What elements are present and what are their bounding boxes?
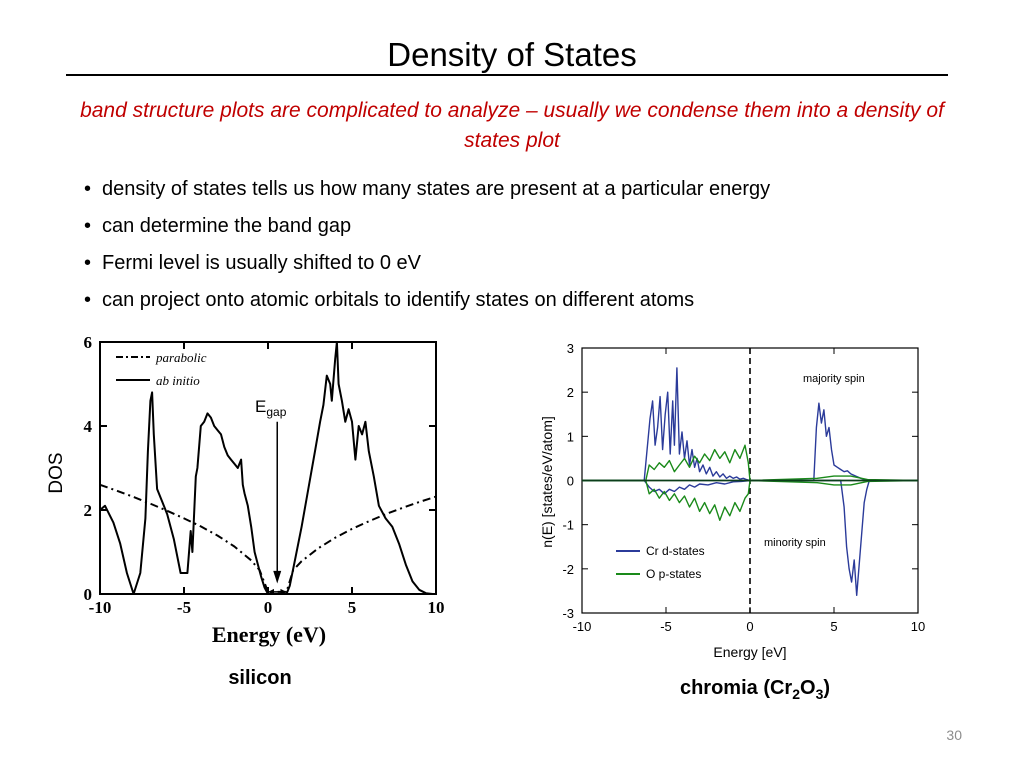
silicon-x-tick-label: -10 (89, 598, 112, 617)
chromia-x-tick-label: 10 (911, 619, 925, 634)
slide-subtitle: band structure plots are complicated to … (80, 99, 944, 152)
legend-label-ab-initio: ab initio (156, 373, 200, 388)
chromia-xlabel: Energy [eV] (713, 644, 786, 660)
bullet-item: can determine the band gap (84, 213, 770, 250)
silicon-ylabel: DOS (46, 452, 67, 493)
bullet-list: density of states tells us how many stat… (84, 176, 770, 324)
chromia-caption-end: ) (823, 677, 831, 699)
chromia-y-tick-label: -1 (562, 518, 574, 533)
bullet-item: can project onto atomic orbitals to iden… (84, 287, 770, 324)
chromia-x-tick-label: 5 (830, 619, 837, 634)
bullet-item: density of states tells us how many stat… (84, 176, 770, 213)
chromia-caption-sub1: 2 (792, 686, 800, 702)
chromia-x-tick-label: 0 (746, 619, 753, 634)
silicon-x-tick-label: 5 (348, 598, 357, 617)
legend-label-cr-d-states: Cr d-states (646, 544, 705, 558)
chromia-cr-d-majority-line (582, 367, 918, 482)
silicon-y-tick-label: 6 (84, 333, 93, 352)
chromia-y-tick-label: 3 (567, 341, 574, 356)
legend-label-o-p-states: O p-states (646, 567, 701, 581)
title-underline (66, 74, 948, 76)
page-number: 30 (946, 727, 962, 743)
silicon-xlabel: Energy (eV) (212, 622, 326, 647)
majority-spin-label: majority spin (803, 373, 865, 385)
legend-label-parabolic: parabolic (155, 350, 207, 365)
silicon-y-tick-label: 2 (84, 501, 93, 520)
silicon-y-tick-label: 0 (84, 585, 93, 604)
silicon-y-tick-label: 4 (84, 417, 93, 436)
chromia-y-tick-label: 0 (567, 474, 574, 489)
silicon-caption: silicon (228, 667, 292, 689)
silicon-x-tick-label: 10 (428, 598, 445, 617)
silicon-x-tick-label: 0 (264, 598, 273, 617)
chromia-legend: Cr d-states O p-states (616, 544, 705, 581)
chromia-y-tick-label: 1 (567, 429, 574, 444)
chromia-caption-mid: O (800, 677, 816, 699)
silicon-dos-chart: -10 -5 0 5 10 0 2 4 6 DOS Energy (eV) parabolic … (46, 333, 445, 647)
chromia-x-tick-label: -10 (573, 619, 592, 634)
minority-spin-label: minority spin (764, 537, 826, 549)
chromia-ylabel: n(E) [states/eV/atom] (539, 416, 555, 548)
chromia-caption-sub2: 3 (815, 686, 824, 702)
chromia-y-tick-label: -3 (562, 606, 574, 621)
egap-arrow-head (273, 570, 282, 584)
gap-width-arrow-left (268, 588, 274, 595)
egap-sub: gap (266, 405, 286, 419)
silicon-plot-frame (99, 341, 437, 595)
silicon-ab-initio-line (99, 341, 436, 595)
chromia-caption: chromia (Cr2O3) (620, 677, 890, 702)
silicon-x-tick-label: -5 (177, 598, 191, 617)
gap-width-arrow-right (280, 588, 287, 595)
egap-main: E (255, 397, 266, 416)
chromia-y-tick-label: 2 (567, 385, 574, 400)
silicon-legend: parabolic ab initio (116, 350, 207, 388)
chromia-caption-main: chromia (Cr (679, 677, 793, 699)
silicon-parabolic-line (99, 483, 437, 593)
chromia-x-tick-label: -5 (660, 619, 672, 634)
chromia-y-tick-label: -2 (562, 562, 574, 577)
bullet-item: Fermi level is usually shifted to 0 eV (84, 250, 770, 287)
slide-title: Density of States (387, 36, 637, 73)
egap-annotation: Egap (255, 397, 287, 419)
